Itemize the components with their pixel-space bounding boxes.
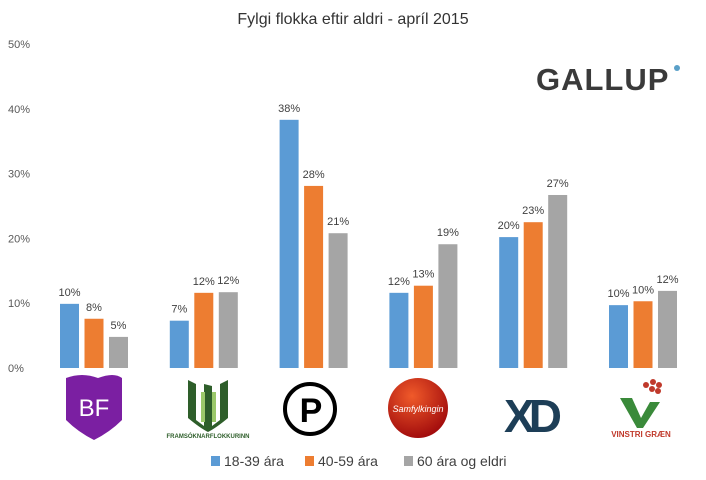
bar [218,292,238,368]
data-label: 23% [522,205,544,217]
svg-text:BF: BF [79,395,110,422]
bar [413,285,433,368]
data-label: 27% [547,178,569,190]
gallup-logo: GALLUP [536,62,680,97]
data-label: 10% [58,287,80,299]
brand-dot [674,65,680,71]
bar [84,318,104,368]
y-tick-label: 10% [8,298,30,310]
bar [548,194,568,368]
logo-vg: VINSTRI GRÆN [611,379,671,439]
bar [169,320,189,368]
chart-title: Fylgi flokka eftir aldri - apríl 2015 [237,11,468,28]
legend-swatch [305,456,314,466]
data-label: 10% [632,284,654,296]
data-label: 13% [412,269,434,281]
bar [194,292,214,368]
bar [609,305,628,368]
svg-text:P: P [300,392,323,430]
bar [523,222,543,368]
legend-label: 60 ára og eldri [417,453,507,469]
data-label: 21% [327,216,349,228]
data-label: 12% [217,275,239,287]
bar [60,303,79,368]
svg-text:Samfylkingin: Samfylkingin [392,404,443,414]
logo-samfylkingin: Samfylkingin [388,378,448,438]
bar [499,237,519,368]
data-label: 12% [656,274,678,286]
bar [328,233,348,368]
data-label: 10% [607,288,629,300]
data-label: 7% [171,304,187,316]
y-axis: 0% 10% 20% 30% 40% 50% [8,39,30,375]
y-tick-label: 40% [8,104,30,116]
data-label: 28% [303,169,325,181]
data-label: 19% [437,227,459,239]
legend-label: 40-59 ára [318,453,378,469]
bars [60,119,677,368]
bar [438,244,458,368]
y-tick-label: 0% [8,363,24,375]
y-tick-label: 30% [8,169,30,181]
brand-text: GALLUP [536,62,669,97]
bar [279,119,299,368]
data-label: 20% [498,220,520,232]
legend-label: 18-39 ára [224,453,284,469]
logo-framsokn: FRAMSÓKNARFLOKKURINN [167,380,250,440]
data-label: 12% [193,276,215,288]
y-tick-label: 20% [8,233,30,245]
data-label: 5% [111,320,127,332]
bar [304,185,324,368]
legend-swatch [404,456,413,466]
bar [658,290,677,368]
bar [389,292,409,368]
bar [109,336,128,368]
logo-piratar: P [283,382,337,436]
bar [633,301,653,368]
data-labels: 10%8%5%7%12% 12%38%28%21%12%13%19%20%23%2… [58,103,678,332]
data-label: 8% [86,302,102,314]
logo-bf: BF [66,375,122,440]
data-label: 38% [278,103,300,115]
svg-text:FRAMSÓKNARFLOKKURINN: FRAMSÓKNARFLOKKURINN [167,432,250,440]
legend-swatch [211,456,220,466]
svg-text:XD: XD [504,390,561,442]
data-label: 12% [388,276,410,288]
logo-xd: XD [504,390,567,442]
legend: 18-39 ára 40-59 ára 60 ára og eldri [211,453,507,469]
y-tick-label: 50% [8,39,30,51]
svg-text:VINSTRI GRÆN: VINSTRI GRÆN [611,430,671,439]
